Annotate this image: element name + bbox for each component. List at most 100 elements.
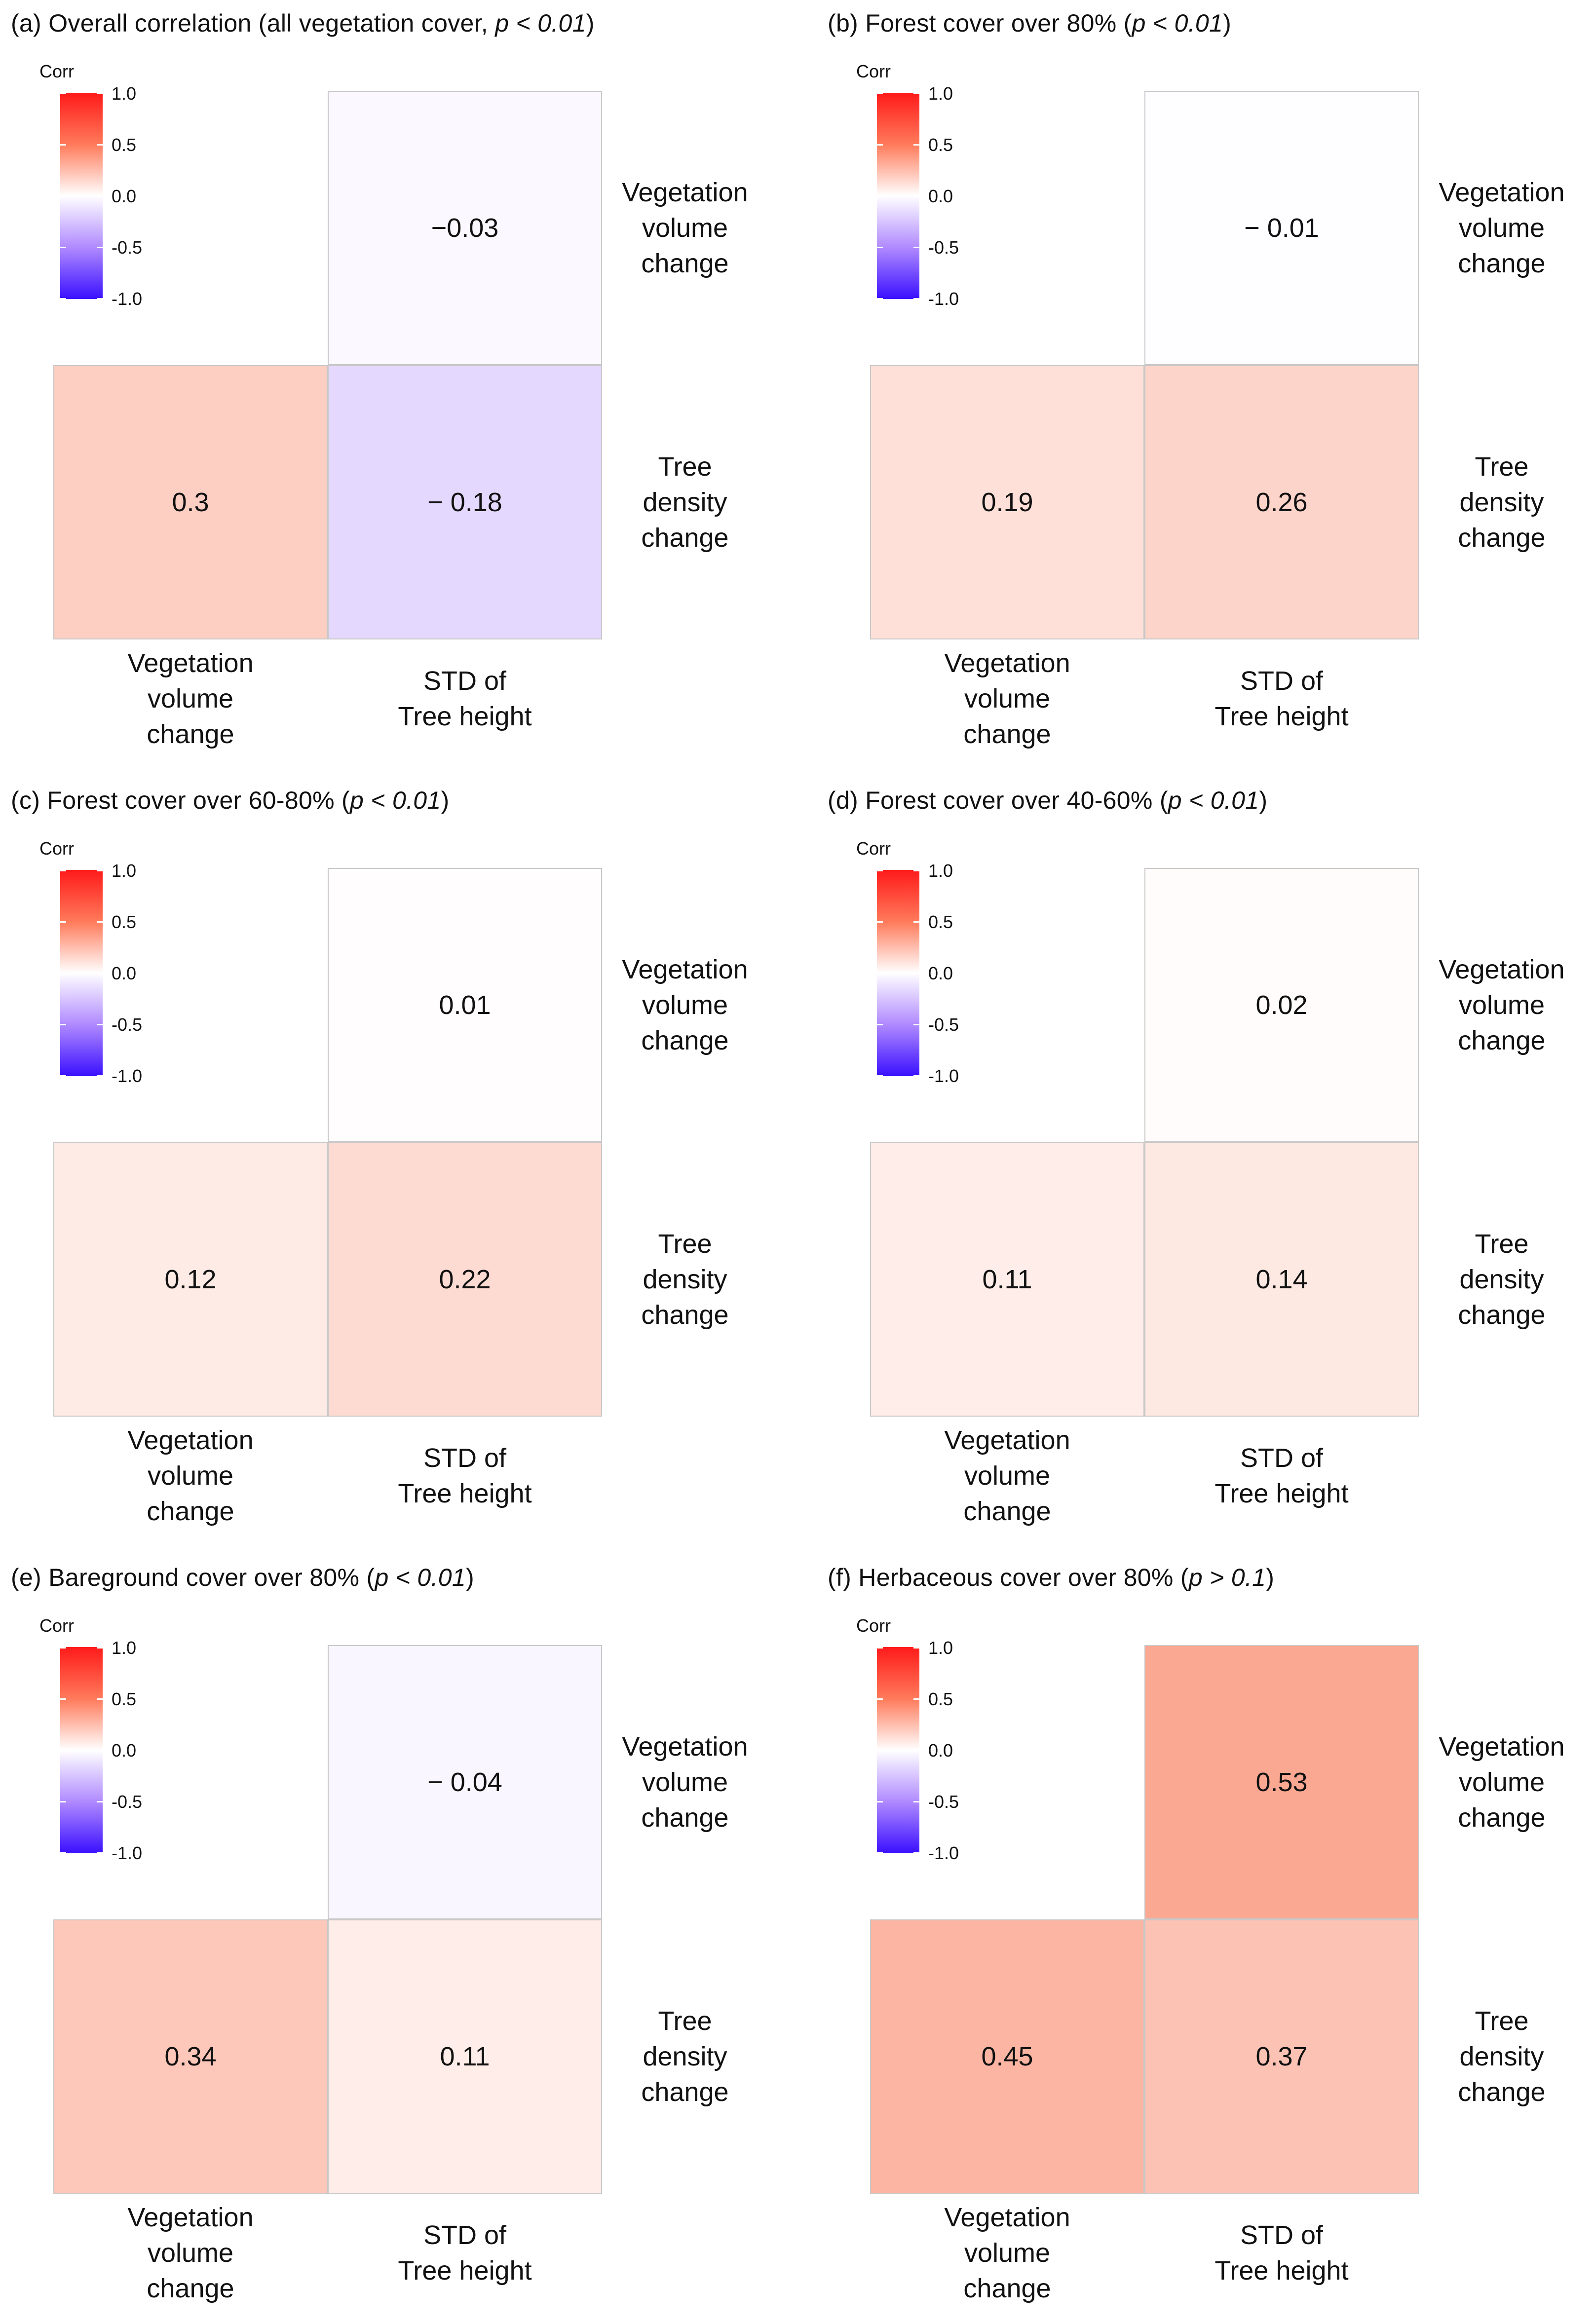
row-label-line: Tree xyxy=(1475,1229,1529,1259)
column-label: STD of Tree height xyxy=(1143,663,1420,734)
legend-tick-mark xyxy=(877,1852,883,1854)
legend-title: Corr xyxy=(39,61,74,81)
column-label-line: Vegetation xyxy=(127,648,254,678)
legend-colorbar xyxy=(877,93,919,299)
heatmap-cell: 0.3 xyxy=(53,365,328,639)
row-label-line: change xyxy=(1458,2077,1546,2107)
legend-tick-mark xyxy=(60,1698,66,1700)
cell-value-label: 0.22 xyxy=(439,1265,491,1294)
panel-title-text: (b) Forest cover over 80% ( xyxy=(828,9,1132,37)
row-label: Tree density change xyxy=(601,2003,769,2110)
row-label: Vegetation volume change xyxy=(601,1729,769,1836)
legend-tick-mark xyxy=(60,1024,66,1025)
legend-tick-mark xyxy=(913,93,919,94)
cell-value-label: 0.3 xyxy=(172,487,209,517)
row-label-line: density xyxy=(1459,2042,1544,2071)
legend-tick-mark xyxy=(97,1801,103,1802)
legend-title: Corr xyxy=(856,838,891,859)
heatmap-cell: 0.37 xyxy=(1144,1919,1419,2194)
cell-value-label: − 0.18 xyxy=(427,487,502,517)
legend-tick-mark xyxy=(60,921,66,923)
legend-tick-label: -1.0 xyxy=(928,1066,959,1086)
legend-tick-label: -1.0 xyxy=(928,1843,959,1863)
heatmap-panel: (a) Overall correlation (all vegetation … xyxy=(0,0,790,770)
legend-tick-label: 0.0 xyxy=(112,1740,137,1761)
panel-title: (a) Overall correlation (all vegetation … xyxy=(11,9,595,37)
row-label-line: change xyxy=(1458,1026,1546,1055)
legend-tick-label: -0.5 xyxy=(112,1014,143,1035)
legend-tick-mark xyxy=(97,195,103,197)
row-label-line: change xyxy=(641,1803,729,1833)
heatmap-cell: 0.11 xyxy=(328,1919,602,2194)
legend-colorbar xyxy=(877,870,919,1076)
panel-title-text: (a) Overall correlation (all vegetation … xyxy=(11,9,495,37)
row-label-line: Vegetation xyxy=(1439,955,1565,984)
cell-value-label: 0.02 xyxy=(1255,990,1308,1020)
column-label-line: Vegetation xyxy=(944,1425,1070,1455)
heatmap-cell: 0.12 xyxy=(53,1142,328,1417)
legend-tick-mark xyxy=(913,1024,919,1025)
p-value: p < 0.01 xyxy=(375,1564,466,1591)
row-label-line: Vegetation xyxy=(1439,178,1565,207)
legend-tick-mark xyxy=(913,144,919,146)
p-value: p < 0.01 xyxy=(495,9,586,37)
panel-title: (b) Forest cover over 80% (p < 0.01) xyxy=(828,9,1231,37)
legend-tick-label: 0.0 xyxy=(928,186,953,206)
row-label-line: Vegetation xyxy=(1439,1732,1565,1762)
legend-tick-mark xyxy=(913,1698,919,1700)
legend-tick-mark xyxy=(913,1852,919,1854)
row-label-line: volume xyxy=(1458,1767,1545,1797)
row-label-line: Vegetation xyxy=(622,178,748,207)
legend-tick-label: -1.0 xyxy=(112,1066,143,1086)
legend-tick-label: 1.0 xyxy=(112,861,137,881)
legend-tick-label: -0.5 xyxy=(112,237,143,258)
legend-tick-label: -0.5 xyxy=(928,1014,959,1035)
column-label-line: STD of xyxy=(423,666,507,696)
row-label: Tree density change xyxy=(601,1226,769,1333)
heatmap-panel: (f) Herbaceous cover over 80% (p > 0.1) C… xyxy=(817,1554,1594,2324)
legend-tick-mark xyxy=(877,1698,883,1700)
column-label: STD of Tree height xyxy=(327,2217,603,2288)
panel-title-text: (f) Herbaceous cover over 80% ( xyxy=(828,1564,1189,1591)
cell-value-label: 0.19 xyxy=(981,487,1033,517)
legend-tick-mark xyxy=(913,1075,919,1077)
legend-tick-mark xyxy=(60,1750,66,1751)
legend-tick-mark xyxy=(913,1801,919,1802)
heatmap-cell: 0.45 xyxy=(870,1919,1144,2194)
legend-title: Corr xyxy=(856,1615,891,1636)
heatmap-cell: 0.14 xyxy=(1144,1142,1419,1417)
legend-colorbar xyxy=(60,93,103,299)
legend-tick-mark xyxy=(877,195,883,197)
legend-tick-label: 0.5 xyxy=(112,912,137,932)
p-value: p < 0.01 xyxy=(1168,787,1259,814)
row-label-line: change xyxy=(641,523,729,553)
p-value: p < 0.01 xyxy=(349,787,441,814)
row-label-line: Tree xyxy=(658,1229,712,1259)
legend-colorbar xyxy=(60,870,103,1076)
heatmap-cell: 0.26 xyxy=(1144,365,1419,639)
legend-tick-label: -0.5 xyxy=(928,237,959,258)
row-label-line: Vegetation xyxy=(622,1732,748,1762)
column-label-line: change xyxy=(147,1497,234,1526)
cell-value-label: 0.01 xyxy=(439,990,491,1020)
column-label-line: volume xyxy=(964,1461,1051,1491)
row-label-line: change xyxy=(1458,1300,1546,1330)
row-label-line: volume xyxy=(642,1767,728,1797)
row-label-line: volume xyxy=(1458,990,1545,1020)
row-label-line: change xyxy=(1458,249,1546,278)
heatmap-cell: 0.02 xyxy=(1144,868,1419,1142)
row-label-line: volume xyxy=(642,213,728,243)
column-label-line: Vegetation xyxy=(127,2203,254,2232)
legend-tick-mark xyxy=(913,298,919,300)
legend-tick-label: 0.0 xyxy=(928,1740,953,1761)
legend-tick-label: 0.0 xyxy=(112,963,137,983)
legend-tick-label: 1.0 xyxy=(928,861,953,881)
row-label-line: change xyxy=(641,249,729,278)
column-label-line: STD of xyxy=(1240,2220,1324,2250)
panel-title-suffix: ) xyxy=(586,9,595,37)
column-label-line: Vegetation xyxy=(127,1425,254,1455)
legend-tick-mark xyxy=(97,921,103,923)
legend-tick-mark xyxy=(877,298,883,300)
row-label: Vegetation volume change xyxy=(601,175,769,281)
column-label-line: Tree height xyxy=(398,702,532,731)
